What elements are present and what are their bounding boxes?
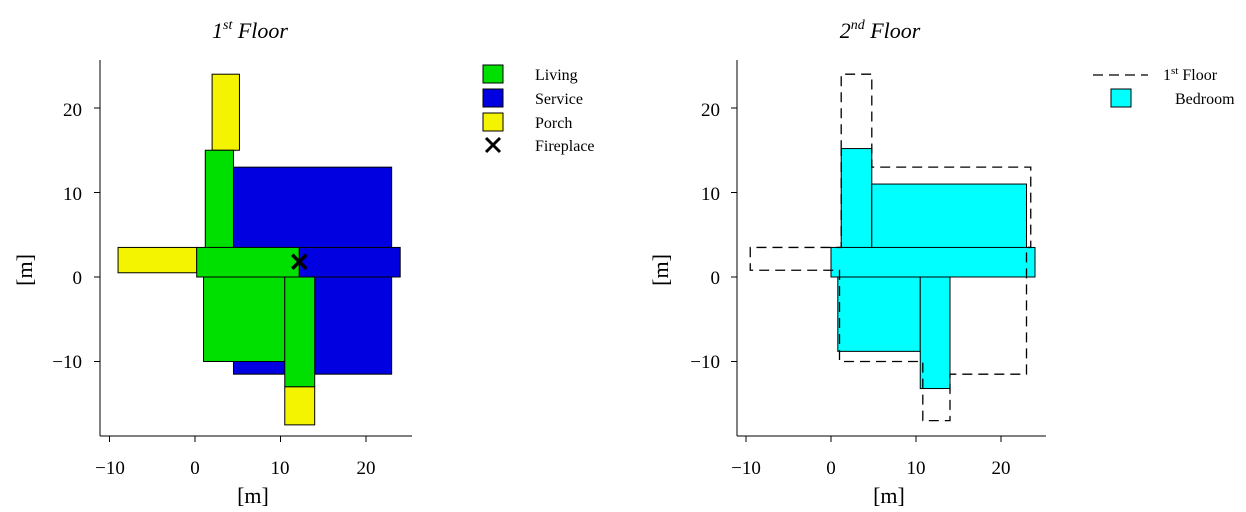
plot2-xtick-label: 0	[826, 458, 836, 479]
plot1-xtick-label: −10	[95, 458, 125, 479]
plot1-xlabel: [m]	[237, 483, 269, 508]
legend-label-living: Living	[535, 67, 578, 84]
room-porch	[284, 386, 316, 426]
legend-swatch-bedroom	[1110, 88, 1132, 108]
fireplace-x-icon	[291, 253, 308, 271]
legend-label-fireplace: Fireplace	[535, 138, 595, 155]
legend-swatch-living	[482, 64, 504, 84]
plot1-rooms	[117, 73, 401, 426]
legend-swatch-service	[482, 88, 504, 108]
fireplace-marker	[291, 253, 308, 271]
legend-label-service: Service	[535, 91, 583, 108]
plot-first-floor: 1st Floor −10 0 10 20 20 10 0 −10 [m] [m…	[12, 18, 412, 508]
plot-second-floor: 2nd Floor −10 0 10 20 20 10 0 −10 [m] [m…	[648, 18, 1046, 508]
legend-second-floor: 1st Floor Bedroom	[1093, 65, 1235, 108]
plot2-ytick-label: 10	[701, 184, 720, 205]
plot2-xlabel: [m]	[873, 483, 905, 508]
plot1-ytick-label: 0	[73, 268, 83, 289]
legend-fireplace-x-icon	[484, 136, 502, 154]
plot2-title: 2nd Floor	[840, 18, 921, 43]
room-bedroom	[837, 276, 921, 352]
room-porch	[117, 246, 198, 274]
plot1-ytick-label: 20	[63, 100, 82, 121]
plot2-ylabel: [m]	[648, 254, 673, 286]
legend-label-bedroom: Bedroom	[1175, 91, 1235, 108]
legend-first-floor: Living Service Porch Fireplace	[482, 64, 595, 155]
plot1-ticks	[94, 107, 367, 442]
room-service	[298, 246, 401, 278]
room-bedroom	[919, 276, 951, 390]
plot2-ytick-label: 0	[711, 268, 721, 289]
room-bedroom	[830, 246, 1036, 278]
plot1-ytick-label: −10	[52, 352, 82, 373]
plot1-xtick-label: 10	[271, 458, 290, 479]
legend-label-porch: Porch	[535, 115, 572, 132]
plot2-ytick-label: 20	[701, 100, 720, 121]
plot1-ylabel: [m]	[12, 254, 37, 286]
room-living	[196, 246, 300, 278]
room-porch	[211, 73, 240, 151]
legend-label-first-floor: 1st Floor	[1163, 65, 1218, 84]
room-living	[284, 276, 316, 388]
plot2-xtick-label: 20	[992, 458, 1011, 479]
plot2-rooms	[830, 148, 1036, 390]
plot1-xtick-label: 0	[190, 458, 200, 479]
plot2-ytick-label: −10	[690, 352, 720, 373]
plot2-xtick-label: −10	[731, 458, 761, 479]
legend-swatch-porch	[482, 112, 504, 132]
plot2-xtick-label: 10	[907, 458, 926, 479]
first-floor-outline	[749, 73, 1032, 422]
plot2-ticks	[731, 107, 1002, 442]
plot1-title: 1st Floor	[212, 18, 288, 43]
plot1-xtick-label: 20	[357, 458, 376, 479]
plot1-ytick-label: 10	[63, 184, 82, 205]
room-living	[203, 276, 286, 362]
